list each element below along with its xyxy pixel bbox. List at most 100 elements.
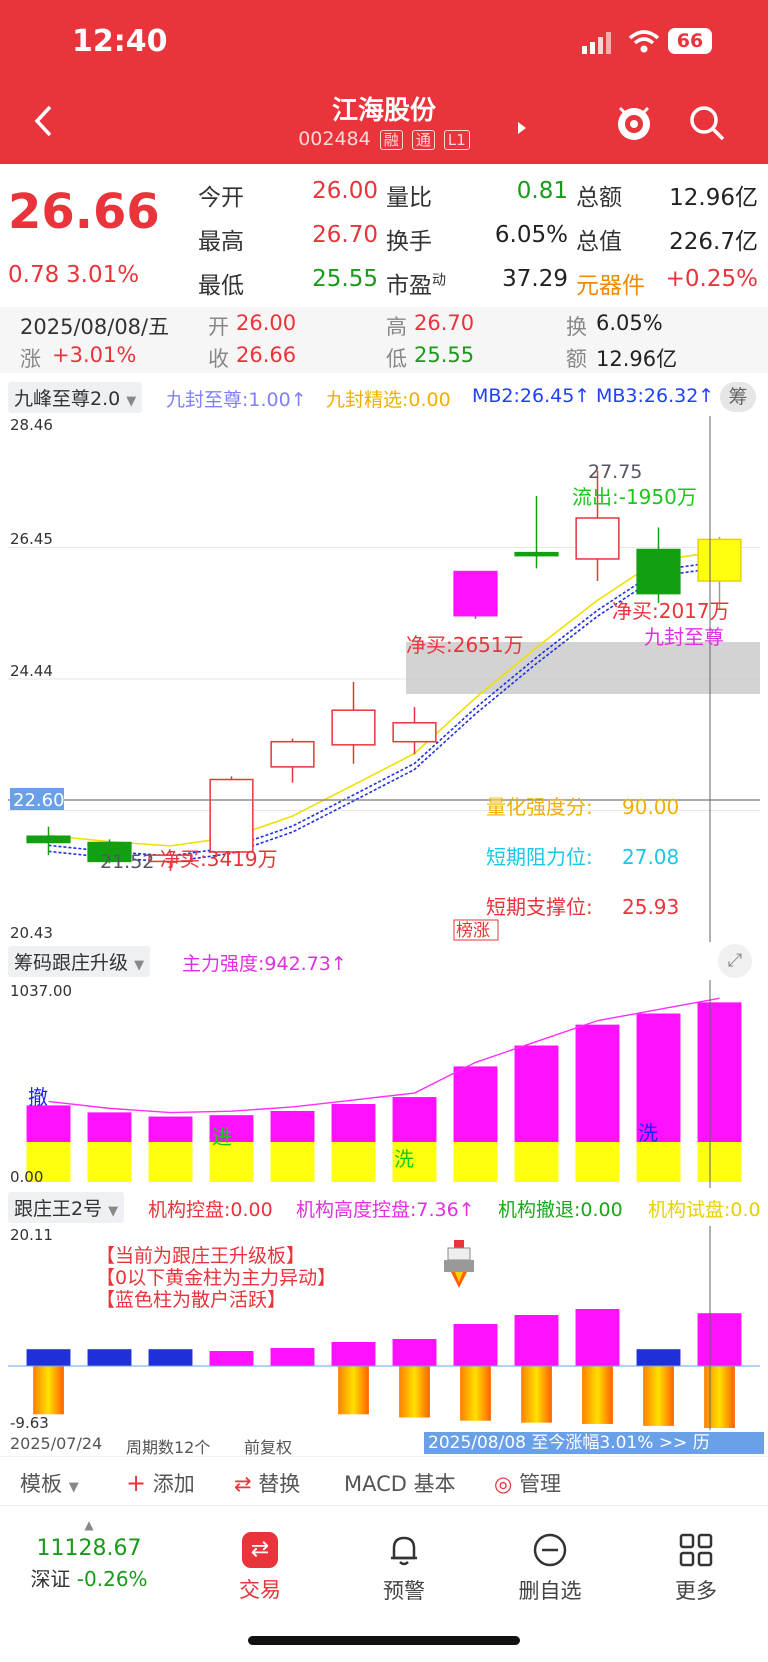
label-turnover-amount: 总额 [576, 185, 622, 211]
back-button[interactable] [32, 104, 56, 142]
candle-body [514, 551, 559, 557]
chip-bar-main [636, 1013, 681, 1142]
replace-icon: ⇄ [234, 1472, 252, 1496]
candle-body [209, 778, 254, 853]
y-label-3: 24.44 [10, 662, 53, 680]
home-indicator [248, 1636, 520, 1645]
chip-mark-4: 洗 [638, 1121, 658, 1145]
chip-bar-base [392, 1142, 437, 1182]
range-info[interactable]: 2025/08/08 至今涨幅3.01% >> 历 [424, 1432, 764, 1454]
grid-icon [679, 1533, 713, 1567]
chip-side-button[interactable]: 筹 [720, 382, 756, 412]
battery-icon: 66 [668, 28, 712, 54]
candle-body [270, 740, 315, 768]
add-button[interactable]: + 添加 [126, 1468, 195, 1498]
candlestick-chart[interactable]: 28.46 26.45 24.44 20.43 22.60 27.75 流出:-… [8, 416, 760, 942]
tab-more-label: 更多 [675, 1579, 717, 1603]
label-sector[interactable]: 元器件 [576, 273, 645, 299]
battery-level: 66 [676, 30, 704, 52]
price-change: 0.78 [8, 262, 60, 288]
main-indicator-row: 九峰至尊2.0 ▼ 九封至尊:1.00↑ 九封精选:0.00 MB2:26.45… [0, 380, 768, 414]
chip-bar-main [697, 1002, 742, 1142]
current-price: 26.66 [8, 184, 160, 240]
day-amt: 12.96亿 [596, 347, 678, 371]
tab-alert[interactable]: 预警 [344, 1532, 464, 1605]
template-label: 模板 [20, 1472, 62, 1496]
bottom-tab-bar: ▲ 11128.67 深证 -0.26% ⇄ 交易 预警 删自选 更多 [0, 1512, 768, 1662]
tab-remove-label: 删自选 [518, 1579, 582, 1603]
resistance-value: 27.08 [622, 845, 679, 869]
replace-button[interactable]: ⇄ 替换 [234, 1468, 300, 1498]
gzw-bar-inst [453, 1324, 498, 1366]
expand-icon[interactable]: ⤢ [718, 944, 752, 978]
gzw-gold-bar [338, 1366, 369, 1415]
gzw-bar-inst [270, 1348, 315, 1366]
gzw-bar-inst [514, 1315, 559, 1366]
macd-button[interactable]: MACD 基本 [344, 1472, 456, 1496]
value-turnover-amount: 12.96亿 [669, 185, 758, 211]
chip-bar-base [575, 1142, 620, 1182]
template-button[interactable]: 模板 ▼ [20, 1468, 79, 1498]
chip-indicator-selector[interactable]: 筹码跟庄升级 ▼ [8, 946, 151, 977]
axis-adjust[interactable]: 前复权 [244, 1438, 293, 1457]
minus-circle-icon [533, 1533, 567, 1567]
gzw-bar-chart[interactable]: 20.11 -9.63 【当前为跟庄王升级板】 【0以下黄金柱为主力异动】 【蓝… [8, 1226, 760, 1430]
mascot-icon[interactable] [614, 100, 654, 146]
tab-more[interactable]: 更多 [636, 1532, 756, 1605]
chip-bar-base [270, 1142, 315, 1182]
label-high: 最高 [198, 229, 244, 255]
replace-label: 替换 [258, 1472, 301, 1496]
ind-inst-high-control: 机构高度控盘:7.36↑ [296, 1199, 475, 1221]
gzw-bar-inst [209, 1351, 254, 1366]
label-open: 今开 [198, 185, 244, 211]
tab-trade[interactable]: ⇄ 交易 [200, 1532, 320, 1604]
anno-netbuy-3: 净买:3419万 [160, 847, 278, 871]
chevron-down-icon: ▼ [126, 394, 137, 409]
gzw-gold-bar [704, 1366, 735, 1428]
anno-outflow: 流出:-1950万 [572, 485, 697, 509]
value-volume-ratio: 0.81 [516, 178, 568, 204]
chip-bar-chart[interactable]: 1037.00 0.00 撤 进 洗 洗 [8, 980, 760, 1188]
next-stock-icon[interactable] [516, 120, 528, 139]
gzw-indicator-selector[interactable]: 跟庄王2号 ▼ [8, 1192, 125, 1223]
chip-bar-base [514, 1142, 559, 1182]
candle-body [575, 517, 620, 560]
y-label-bottom: 20.43 [10, 924, 53, 942]
tab-remove-watchlist[interactable]: 删自选 [490, 1532, 610, 1605]
candle-body [697, 538, 742, 582]
label-market-cap: 总值 [576, 229, 622, 255]
app-header: 12:40 66 江海股份 002484 融 通 L1 [0, 0, 768, 164]
tab-trade-label: 交易 [239, 1578, 281, 1602]
index-change: -0.26% [76, 1567, 148, 1591]
chip-bar-base [148, 1142, 193, 1182]
ind-jfjx: 九封精选:0.00 [326, 389, 451, 411]
resistance-zone [406, 642, 760, 694]
main-indicator-selector[interactable]: 九峰至尊2.0 ▼ [8, 382, 143, 413]
gzw-gold-bar [521, 1366, 552, 1423]
value-market-cap: 226.7亿 [669, 229, 758, 255]
gzw-bar-inst [575, 1309, 620, 1366]
search-icon[interactable] [688, 104, 726, 146]
chip-bar-base [636, 1142, 681, 1182]
anno-signal: 九封至尊 [644, 625, 724, 649]
chevron-down-icon: ▼ [134, 958, 145, 973]
main-indicator-name: 九峰至尊2.0 [14, 388, 121, 410]
manage-button[interactable]: ◎ 管理 [494, 1468, 561, 1498]
chip-bar-base [87, 1142, 132, 1182]
stock-code-row: 002484 融 通 L1 [0, 128, 768, 150]
day-close-label: 收 [208, 347, 229, 371]
day-low-label: 低 [386, 347, 407, 371]
day-high: 26.70 [414, 311, 475, 335]
chip-bars [26, 997, 742, 1182]
index-line: 深证 -0.26% [14, 1563, 164, 1592]
index-widget[interactable]: ▲ 11128.67 深证 -0.26% [14, 1518, 164, 1592]
gzw-gold-bar [33, 1366, 64, 1415]
chip-bar-main [331, 1104, 376, 1142]
day-chg-label: 涨 [20, 347, 41, 371]
badge-bg [453, 919, 499, 941]
value-sector[interactable]: +0.25% [665, 266, 758, 292]
index-value: 11128.67 [36, 1536, 142, 1561]
chip-bar-main [270, 1110, 315, 1142]
chip-bar-main [26, 1105, 71, 1142]
label-pe: 市盈动 [386, 266, 446, 300]
